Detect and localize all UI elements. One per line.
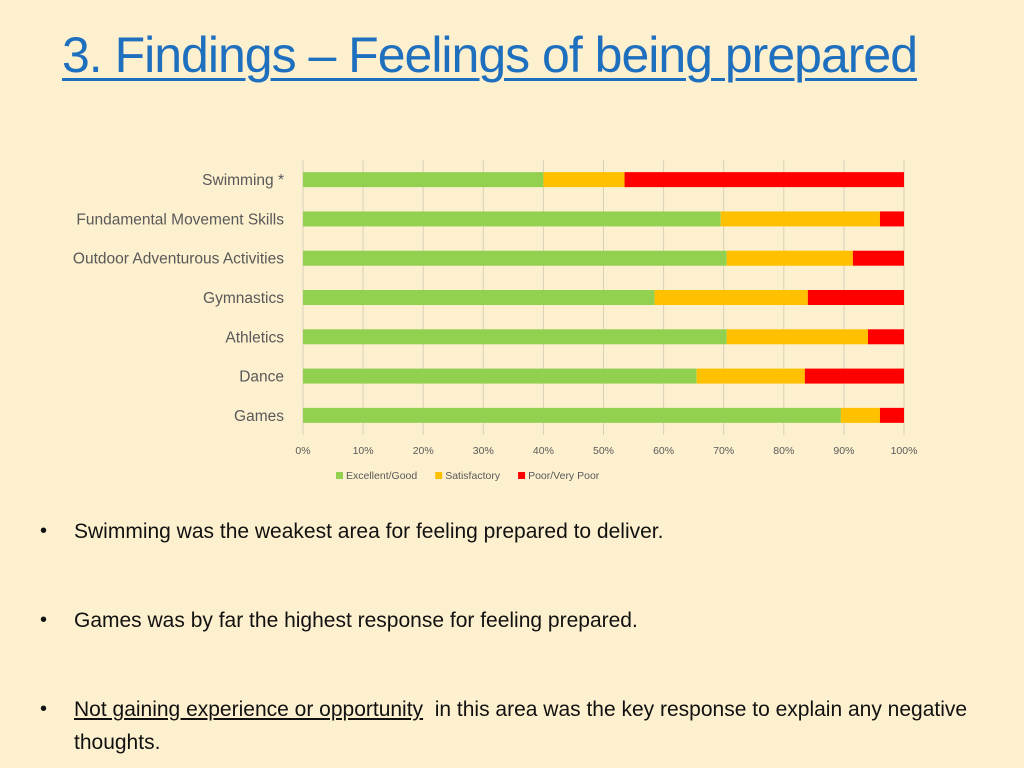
bar-segment — [624, 172, 904, 188]
bar-segment — [303, 172, 544, 188]
bar-segment — [303, 290, 655, 305]
category-label: Swimming * — [202, 172, 284, 189]
underlined-phrase: Not gaining experience or opportunity — [74, 698, 424, 721]
bullet-marker: • — [40, 609, 48, 631]
category-label: Games — [234, 408, 284, 425]
legend-swatch — [435, 472, 443, 479]
x-tick-label: 80% — [773, 445, 794, 457]
bullet-marker: • — [40, 520, 48, 542]
x-tick-label: 40% — [533, 445, 554, 457]
x-tick-label: 20% — [413, 445, 434, 457]
slide-title: 3. Findings – Feelings of being prepared — [62, 27, 918, 83]
bullet-text: Not gaining experience or opportunity in… — [74, 693, 1000, 759]
category-label: Dance — [239, 369, 284, 386]
category-label: Athletics — [225, 329, 284, 346]
bar-segment — [804, 368, 904, 384]
category-label: Fundamental Movement Skills — [76, 211, 284, 228]
category-label: Gymnastics — [203, 290, 284, 307]
bar-segment — [879, 211, 904, 227]
legend-label: Excellent/Good — [346, 470, 417, 482]
chart-legend: Excellent/Good Satisfactory Poor/Very Poor — [336, 470, 600, 482]
bar-segment — [303, 368, 697, 384]
category-label: Outdoor Adventurous Activities — [73, 251, 284, 268]
bar-segment — [543, 172, 625, 188]
x-tick-label: 70% — [713, 445, 734, 457]
x-tick-label: 0% — [295, 445, 310, 457]
bar-segment — [303, 211, 721, 227]
bullet-item-1: • Swimming was the weakest area for feel… — [40, 515, 1000, 548]
stacked-bar-chart: Swimming * Fundamental Movement Skills Out… — [73, 160, 917, 482]
bar-segment — [720, 211, 880, 227]
bullet-text: Swimming was the weakest area for feelin… — [74, 520, 664, 543]
x-tick-label: 90% — [833, 445, 854, 457]
bar-segment — [852, 250, 904, 266]
chart-bars — [303, 172, 904, 423]
x-tick-label: 60% — [653, 445, 674, 457]
bar-segment — [879, 407, 904, 423]
bullet-item-3: • Not gaining experience or opportunity … — [40, 693, 1000, 759]
bar-segment — [867, 329, 904, 345]
x-tick-label: 50% — [593, 445, 614, 457]
bar-segment — [726, 250, 853, 266]
bar-segment — [303, 250, 727, 266]
legend-label: Satisfactory — [445, 470, 501, 482]
bullet-marker: • — [40, 698, 48, 720]
x-tick-label: 100% — [891, 445, 918, 457]
bullet-item-2: • Games was by far the highest response … — [40, 604, 1000, 637]
legend-swatch — [518, 472, 526, 479]
bar-segment — [807, 290, 904, 305]
bar-segment — [303, 329, 727, 345]
x-tick-labels: 0% 10% 20% 30% 40% 50% 60% 70% 80% 90% 100% — [295, 445, 917, 457]
bullet-text-rest: in this area was the key response to exp… — [74, 698, 973, 754]
legend-label: Poor/Very Poor — [528, 470, 600, 482]
bar-segment — [840, 407, 880, 423]
bar-segment — [696, 368, 805, 384]
x-tick-label: 10% — [353, 445, 374, 457]
category-labels: Swimming * Fundamental Movement Skills Out… — [73, 172, 284, 425]
bullet-text: Games was by far the highest response fo… — [74, 609, 638, 632]
bar-segment — [654, 290, 808, 305]
x-tick-label: 30% — [473, 445, 494, 457]
bar-segment — [726, 329, 868, 345]
legend-swatch — [336, 472, 343, 479]
bar-segment — [303, 407, 841, 423]
